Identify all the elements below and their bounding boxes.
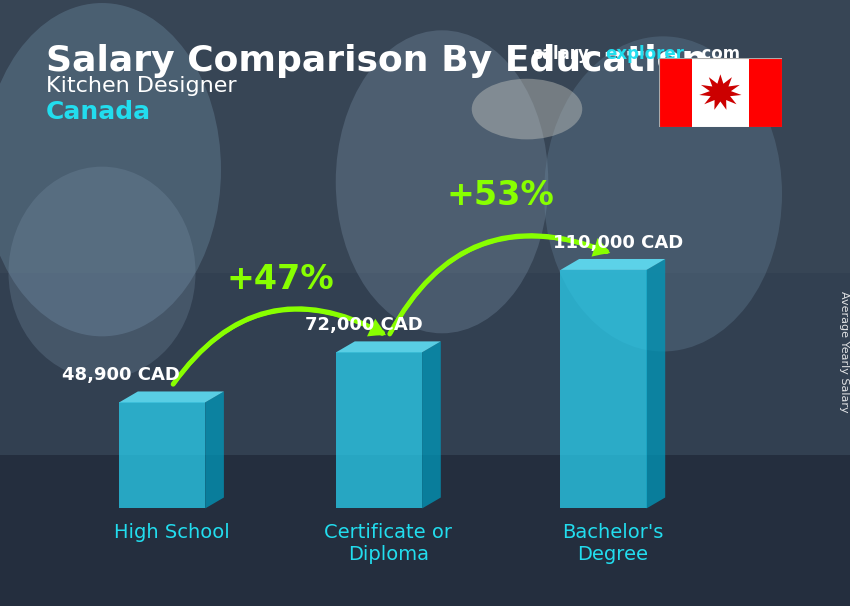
Text: Kitchen Designer: Kitchen Designer	[46, 76, 237, 96]
Text: High School: High School	[114, 524, 230, 542]
Ellipse shape	[544, 36, 782, 351]
Bar	[692, 58, 749, 127]
Text: 48,900 CAD: 48,900 CAD	[62, 366, 180, 384]
Text: +47%: +47%	[226, 263, 334, 296]
Text: Average Yearly Salary: Average Yearly Salary	[839, 291, 849, 412]
Polygon shape	[560, 259, 666, 270]
Text: .com: .com	[694, 45, 740, 63]
Text: Certificate or
Diploma: Certificate or Diploma	[325, 524, 452, 564]
Bar	[749, 58, 782, 127]
Polygon shape	[119, 391, 224, 402]
Bar	[0, 454, 850, 606]
Text: 72,000 CAD: 72,000 CAD	[305, 316, 423, 334]
Polygon shape	[700, 75, 741, 110]
Polygon shape	[336, 352, 422, 508]
Text: 110,000 CAD: 110,000 CAD	[553, 233, 683, 251]
FancyArrowPatch shape	[388, 234, 610, 335]
Polygon shape	[119, 402, 205, 508]
Bar	[0, 273, 850, 454]
Text: Canada: Canada	[46, 100, 151, 124]
Polygon shape	[647, 259, 666, 508]
FancyArrowPatch shape	[173, 308, 382, 384]
Ellipse shape	[0, 3, 221, 336]
Text: +53%: +53%	[447, 179, 554, 212]
Bar	[659, 58, 692, 127]
Polygon shape	[422, 341, 441, 508]
Polygon shape	[205, 391, 224, 508]
Text: salary: salary	[532, 45, 589, 63]
Text: Salary Comparison By Education: Salary Comparison By Education	[46, 44, 707, 78]
Polygon shape	[336, 341, 441, 352]
Bar	[0, 0, 850, 273]
FancyArrowPatch shape	[390, 236, 607, 334]
Ellipse shape	[472, 79, 582, 139]
Ellipse shape	[336, 30, 548, 333]
Text: explorer: explorer	[605, 45, 684, 63]
FancyArrowPatch shape	[172, 307, 386, 385]
Text: Bachelor's
Degree: Bachelor's Degree	[562, 524, 664, 564]
Ellipse shape	[8, 167, 196, 379]
Polygon shape	[560, 270, 647, 508]
